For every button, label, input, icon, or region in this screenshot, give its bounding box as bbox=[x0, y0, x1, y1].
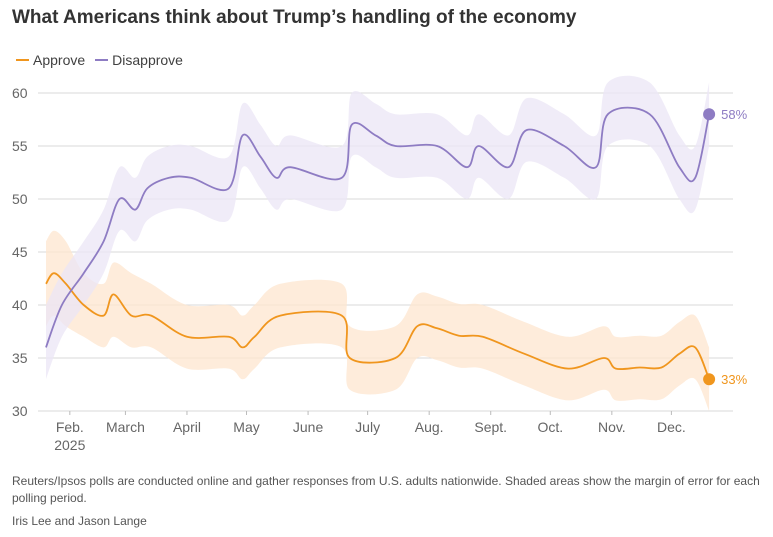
legend-item-disapprove: Disapprove bbox=[95, 52, 183, 68]
x-tick-label-1: March bbox=[106, 419, 145, 435]
x-tick-label-6: Aug. bbox=[415, 419, 444, 435]
x-tick-label-10: Dec. bbox=[657, 419, 686, 435]
end-label-disapprove: 58% bbox=[721, 107, 747, 122]
x-tick-label-7: Sept. bbox=[474, 419, 507, 435]
y-tick-label-55: 55 bbox=[12, 138, 28, 154]
footnote: Reuters/Ipsos polls are conducted online… bbox=[12, 474, 760, 505]
legend-swatch-approve bbox=[16, 59, 29, 61]
y-tick-label-35: 35 bbox=[12, 350, 28, 366]
x-tick-label-2: April bbox=[173, 419, 201, 435]
band-disapprove bbox=[46, 75, 710, 380]
y-tick-label-60: 60 bbox=[12, 85, 28, 101]
x-tick-label-3: May bbox=[233, 419, 259, 435]
byline: Iris Lee and Jason Lange bbox=[12, 514, 147, 528]
y-tick-label-30: 30 bbox=[12, 403, 28, 419]
y-tick-label-40: 40 bbox=[12, 297, 28, 313]
x-tick-label-0: Feb. bbox=[56, 419, 84, 435]
data-point-disapprove-29 bbox=[703, 108, 716, 121]
series-line-disapprove bbox=[45, 106, 710, 348]
x-tick-label-5: July bbox=[355, 419, 380, 435]
y-tick-label-45: 45 bbox=[12, 244, 28, 260]
legend-label-approve: Approve bbox=[33, 52, 86, 68]
chart-title: What Americans think about Trump’s handl… bbox=[12, 7, 577, 28]
legend-item-approve: Approve bbox=[16, 52, 85, 68]
x-tick-sublabel-0: 2025 bbox=[54, 437, 85, 453]
legend-swatch-disapprove bbox=[95, 59, 109, 61]
x-tick-label-4: June bbox=[293, 419, 324, 435]
x-tick-label-8: Oct. bbox=[537, 419, 563, 435]
data-point-approve-28 bbox=[703, 373, 716, 386]
end-label-approve: 33% bbox=[721, 372, 747, 387]
band-approve bbox=[46, 230, 710, 411]
x-tick-label-9: Nov. bbox=[598, 419, 626, 435]
y-tick-label-50: 50 bbox=[12, 191, 28, 207]
legend: Approve Disapprove bbox=[16, 52, 193, 68]
legend-label-disapprove: Disapprove bbox=[112, 52, 183, 68]
line-chart: 30 35 40 45 50 55 60 Feb. 2025 March April May June J… bbox=[12, 75, 748, 453]
series-line-approve bbox=[45, 272, 710, 380]
